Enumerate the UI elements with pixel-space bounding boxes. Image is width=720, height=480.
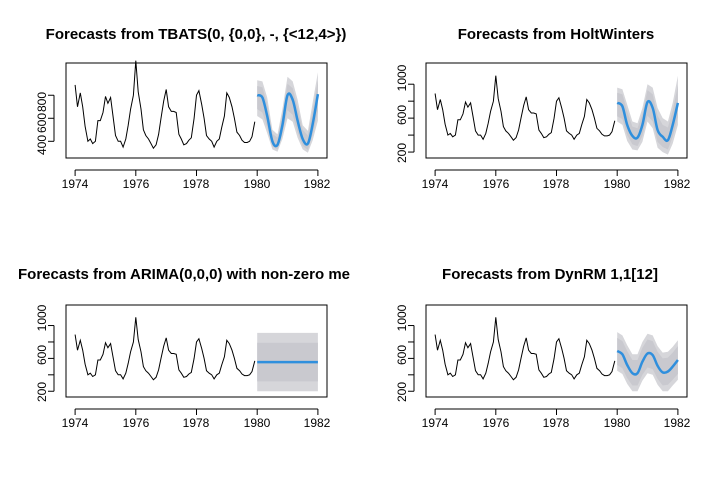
plot-frame <box>425 304 688 398</box>
prediction-interval-80 <box>257 80 318 150</box>
x-tick-labels: 1974 1976 1978 1980 1982 <box>422 416 691 430</box>
x-tick-label: 1974 <box>422 177 449 191</box>
forecast-series <box>616 99 680 142</box>
y-tick-labels: 400 600 800 <box>35 92 49 155</box>
plot-area <box>48 60 328 176</box>
x-tick-label: 1978 <box>183 177 210 191</box>
plot-frame <box>425 62 688 159</box>
x-tick-label: 1982 <box>304 177 331 191</box>
x-tick-label: 1982 <box>664 416 691 430</box>
y-tick-label: 1000 <box>395 304 409 331</box>
y-tick-labels: 200 600 1000 <box>395 64 409 163</box>
y-tick-label: 200 <box>35 382 49 402</box>
x-tick-label: 1976 <box>123 177 150 191</box>
x-tick-label: 1978 <box>183 416 210 430</box>
panel-title: Forecasts from ARIMA(0,0,0) with non-zer… <box>18 266 350 283</box>
forecast-series <box>256 92 320 148</box>
x-tick-label: 1974 <box>422 416 449 430</box>
x-tick-label: 1974 <box>62 416 89 430</box>
panel-title: Forecasts from DynRM 1,1[12] <box>442 266 658 283</box>
y-tick-label: 1000 <box>35 304 49 331</box>
x-tick-label: 1980 <box>604 416 631 430</box>
plot-frame <box>65 62 328 159</box>
y-tick-label: 600 <box>35 113 49 133</box>
x-tick-label: 1982 <box>304 416 331 430</box>
x-tick-labels: 1974 1976 1978 1980 1982 <box>62 177 331 191</box>
x-tick-labels: 1974 1976 1978 1980 1982 <box>62 416 331 430</box>
x-tick-label: 1976 <box>123 416 150 430</box>
x-tick-label: 1976 <box>483 177 510 191</box>
x-tick-label: 1980 <box>604 177 631 191</box>
panel-title: Forecasts from TBATS(0, {0,0}, -, {<12,4… <box>46 26 347 43</box>
y-tick-label: 600 <box>395 105 409 125</box>
history-series <box>434 75 616 141</box>
x-tick-label: 1974 <box>62 177 89 191</box>
panel-holtwinters: Forecasts from HoltWinters 1974 1976 197… <box>395 26 691 191</box>
panel-arima: Forecasts from ARIMA(0,0,0) with non-zer… <box>18 266 350 430</box>
y-tick-label: 1000 <box>395 64 409 91</box>
plot-area <box>48 304 328 415</box>
y-tick-label: 400 <box>35 135 49 155</box>
y-tick-label: 800 <box>35 92 49 112</box>
y-tick-label: 600 <box>395 345 409 365</box>
y-tick-label: 200 <box>395 382 409 402</box>
x-tick-label: 1978 <box>543 177 570 191</box>
panel-title: Forecasts from HoltWinters <box>458 26 655 43</box>
history-series <box>74 317 256 381</box>
y-tick-label: 200 <box>395 143 409 163</box>
panel-dynrm: Forecasts from DynRM 1,1[12] 1974 1976 1… <box>395 266 691 430</box>
x-tick-label: 1976 <box>483 416 510 430</box>
y-tick-label: 600 <box>35 345 49 365</box>
x-tick-labels: 1974 1976 1978 1980 1982 <box>422 177 691 191</box>
plot-frame <box>65 304 328 398</box>
panel-tbats: Forecasts from TBATS(0, {0,0}, -, {<12,4… <box>35 26 346 191</box>
x-tick-label: 1978 <box>543 416 570 430</box>
history-series <box>74 60 256 150</box>
x-tick-label: 1982 <box>664 177 691 191</box>
y-tick-labels: 200 600 1000 <box>395 304 409 402</box>
y-tick-labels: 200 600 1000 <box>35 304 49 402</box>
x-tick-label: 1980 <box>244 177 271 191</box>
forecast-series <box>616 349 679 376</box>
x-tick-label: 1980 <box>244 416 271 430</box>
history-series <box>434 317 616 381</box>
plot-area <box>408 62 688 176</box>
prediction-interval-80 <box>617 85 678 150</box>
plot-area <box>408 304 688 415</box>
